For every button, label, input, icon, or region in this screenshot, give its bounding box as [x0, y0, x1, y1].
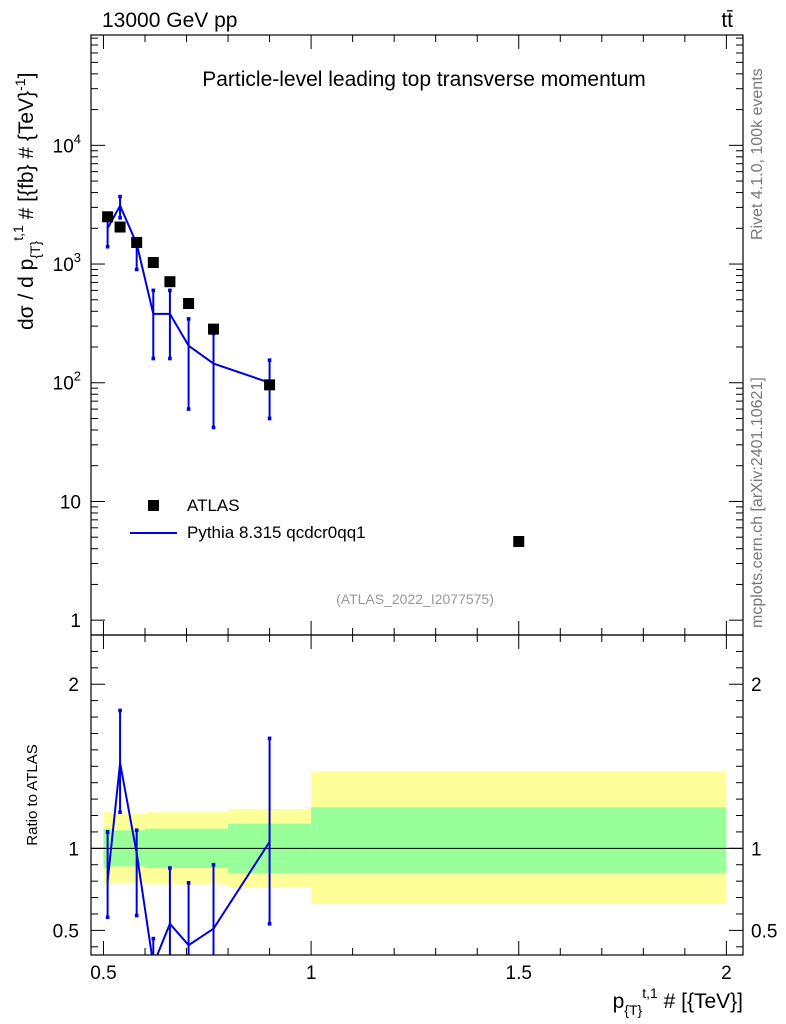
ratio-error-cap — [151, 936, 156, 941]
main-plot-marks — [102, 194, 525, 547]
pythia-error-cap — [105, 244, 110, 249]
pythia-error-cap — [267, 358, 272, 362]
x-axis-label: p{T}t,1 # [{TeV}] — [613, 985, 743, 1018]
ratio-axes: 0.5 1 1.5 2 0.5 0.5 1 1 2 2 — [53, 635, 777, 984]
legend-label-atlas: ATLAS — [187, 496, 240, 515]
ratio-panel: 0.5 1 1.5 2 0.5 0.5 1 1 2 2 Ratio to ATLAS p{T}t,… — [24, 634, 777, 1018]
ratio-y-tick-label-left: 0.5 — [53, 921, 79, 942]
ratio-y-axis-label: Ratio to ATLAS — [24, 744, 41, 845]
ratio-y-tick-label-left: 2 — [68, 675, 79, 696]
legend-label-pythia: Pythia 8.315 qcdcr0qq1 — [187, 523, 366, 542]
legend: ATLAS Pythia 8.315 qcdcr0qq1 — [130, 496, 366, 542]
ratio-line — [106, 762, 271, 955]
pythia-error-cap — [134, 267, 139, 272]
atlas-data-point — [102, 211, 114, 223]
pythia-error-cap — [168, 288, 172, 293]
side-label-top: Rivet 4.1.0, 100k events — [749, 68, 766, 240]
x-tick-label: 1.5 — [506, 963, 532, 984]
main-y-tick-label: 102 — [53, 369, 81, 395]
atlas-data-point — [208, 323, 220, 335]
atlas-data-point — [131, 236, 143, 248]
energy-label: 13000 GeV pp — [102, 9, 237, 32]
atlas-data-point — [147, 257, 159, 269]
ratio-error-cap — [118, 810, 122, 815]
ratio-error-cap — [134, 828, 139, 833]
pythia-error-cap — [186, 317, 191, 321]
pythia-error-cap — [118, 194, 122, 199]
ratio-error-cap — [151, 978, 155, 982]
atlas-data-point — [264, 379, 276, 391]
ratio-error-cap — [134, 913, 139, 918]
main-panel: 1 10 102 103 104 Particle-level leading top … — [10, 34, 744, 636]
x-tick-label: 0.5 — [90, 963, 116, 984]
atlas-data-point — [513, 535, 525, 547]
ratio-y-tick-label-right: 2 — [751, 675, 762, 696]
main-y-tick-label: 10 — [60, 492, 81, 513]
ratio-error-cap — [105, 830, 110, 834]
atlas-data-point — [164, 276, 176, 288]
main-y-tick-label: 1 — [70, 611, 81, 632]
ratio-error-cap — [187, 989, 191, 993]
pythia-error-cap — [151, 288, 156, 293]
pythia-error-cap — [168, 356, 172, 361]
main-title: Particle-level leading top transverse mo… — [202, 68, 646, 91]
ratio-uncertainty-band-green — [311, 807, 727, 873]
main-y-tick-label: 104 — [53, 131, 81, 157]
ratio-error-cap — [168, 966, 172, 970]
ratio-y-tick-label-left: 1 — [68, 839, 79, 860]
ratio-y-tick-label-right: 0.5 — [751, 921, 777, 942]
x-tick-label: 2 — [721, 963, 732, 984]
ratio-error-cap — [267, 736, 272, 741]
ratio-error-cap — [168, 866, 172, 870]
process-label: tt̄ — [721, 9, 733, 32]
ratio-error-cap — [118, 708, 122, 713]
ratio-bands — [103, 771, 727, 905]
pythia-error-cap — [118, 216, 122, 220]
main-y-axis-label: dσ / d p{T}t,1 # [{fb} # {TeV}-1] — [10, 73, 43, 330]
ratio-plot-frame — [90, 634, 744, 956]
ratio-error-cap — [105, 915, 110, 920]
ratio-y-tick-label-right: 1 — [751, 839, 762, 860]
pythia-error-cap — [151, 356, 156, 361]
watermark: (ATLAS_2022_I2077575) — [336, 591, 494, 607]
atlas-data-point — [183, 298, 195, 310]
side-label-bottom: mcplots.cern.ch [arXiv:2401.10621] — [749, 377, 766, 628]
ratio-error-cap — [211, 862, 216, 867]
x-tick-label: 1 — [306, 963, 317, 984]
pythia-error-cap — [211, 425, 216, 430]
pythia-line — [106, 203, 270, 384]
ratio-error-cap — [212, 986, 216, 990]
atlas-data-point — [114, 221, 126, 233]
ratio-error-cap — [186, 880, 191, 885]
legend-marker-atlas — [148, 500, 159, 511]
pythia-error-cap — [186, 407, 191, 411]
main-axes: 1 10 102 103 104 — [53, 35, 743, 635]
ratio-error-cap — [267, 922, 272, 926]
ratio-plot-marks — [105, 708, 272, 993]
main-y-tick-label: 103 — [53, 250, 81, 276]
pythia-error-cap — [267, 416, 272, 421]
